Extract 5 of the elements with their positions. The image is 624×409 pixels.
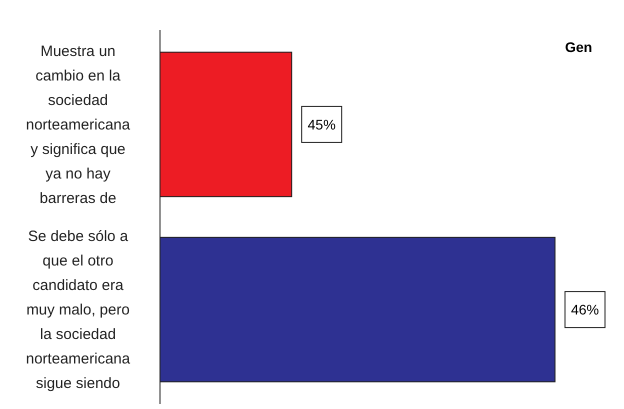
data-label: 46% <box>570 302 600 318</box>
y-tick-label: Muestra un cambio en la sociedad norteamericana y significa que ya no hay barreras de <box>26 42 131 207</box>
data-label: 45% <box>308 116 336 132</box>
text: Gen <box>565 39 592 55</box>
y-tick-label: Se debe sólo a que el otro candidato era muy malo, pero la sociedad norteamericana sigue siendo <box>26 228 131 392</box>
